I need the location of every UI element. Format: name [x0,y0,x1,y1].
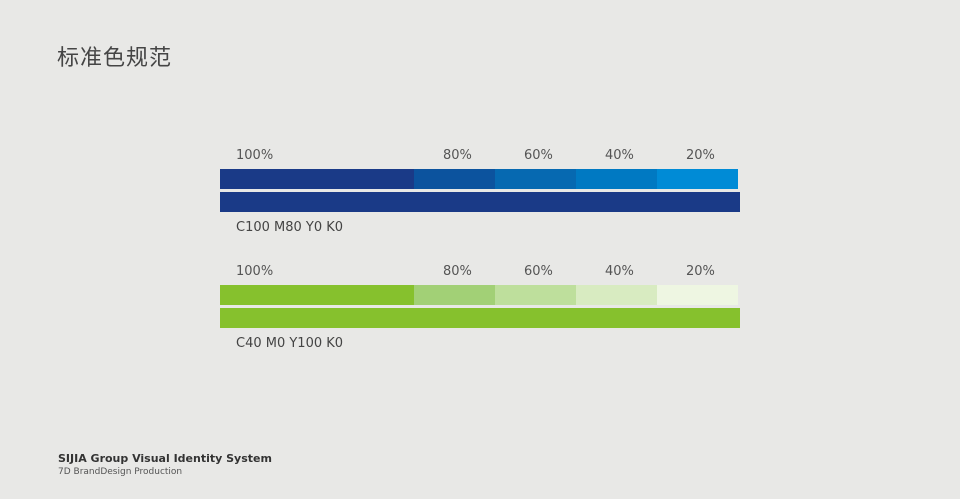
footer-title: SIJIA Group Visual Identity System [58,452,272,465]
tint-swatch-100 [220,169,414,189]
percent-label: 20% [686,264,715,279]
tint-swatch-60 [495,169,576,189]
tint-swatch-100 [220,285,414,305]
tint-strip [220,285,740,305]
percent-label: 80% [443,148,472,163]
cmyk-value: C100 M80 Y0 K0 [236,220,344,235]
tint-swatch-40 [576,285,657,305]
footer: SIJIA Group Visual Identity System 7D Br… [58,452,272,477]
tint-swatch-20 [657,169,738,189]
percent-label: 40% [605,264,634,279]
percent-label: 40% [605,148,634,163]
solid-color-bar [220,308,740,328]
percent-label: 80% [443,264,472,279]
tint-swatch-40 [576,169,657,189]
percent-label: 20% [686,148,715,163]
percent-labels: 100% 80% 60% 40% 20% [220,146,740,166]
tint-swatch-80 [414,285,495,305]
percent-label: 60% [524,148,553,163]
tint-strip [220,169,740,189]
green-color-group: 100% 80% 60% 40% 20% C40 M0 Y100 K0 [220,262,740,351]
tint-swatch-20 [657,285,738,305]
solid-color-bar [220,192,740,212]
percent-label: 100% [236,148,274,163]
tint-swatch-60 [495,285,576,305]
cmyk-value: C40 M0 Y100 K0 [236,336,344,351]
percent-label: 60% [524,264,553,279]
page-title: 标准色规范 [57,46,173,71]
percent-labels: 100% 80% 60% 40% 20% [220,262,740,282]
tint-swatch-80 [414,169,495,189]
percent-label: 100% [236,264,274,279]
blue-color-group: 100% 80% 60% 40% 20% C100 M80 Y0 K0 [220,146,740,235]
footer-subtitle: 7D BrandDesign Production [58,467,183,477]
